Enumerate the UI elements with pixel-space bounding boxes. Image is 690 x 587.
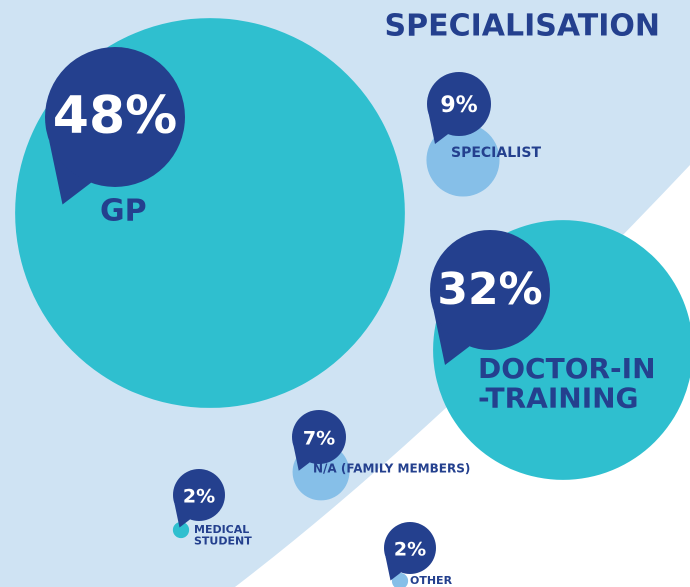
pin [384, 522, 436, 574]
value-label: 2% [394, 539, 426, 561]
pin [427, 72, 491, 136]
bubble [391, 572, 409, 587]
chart-title: SPECIALISATION [385, 9, 661, 44]
pin [430, 230, 550, 350]
background-wave [235, 165, 690, 587]
value-label: 32% [437, 264, 542, 315]
value-label: 48% [53, 86, 177, 146]
pin [292, 410, 346, 464]
value-label: 2% [183, 486, 215, 508]
category-label: OTHER [410, 574, 453, 587]
bubble [426, 123, 500, 197]
category-label: MEDICAL STUDENT [194, 523, 252, 548]
category-label: GP [100, 194, 147, 229]
pin [45, 47, 185, 187]
category-label: DOCTOR-IN -TRAINING [478, 352, 656, 414]
category-label: N/A (FAMILY MEMBERS) [313, 462, 470, 476]
bubble [172, 521, 190, 539]
category-label: SPECIALIST [451, 145, 541, 161]
pin [173, 469, 225, 521]
value-label: 7% [303, 428, 335, 450]
value-label: 9% [440, 93, 477, 118]
